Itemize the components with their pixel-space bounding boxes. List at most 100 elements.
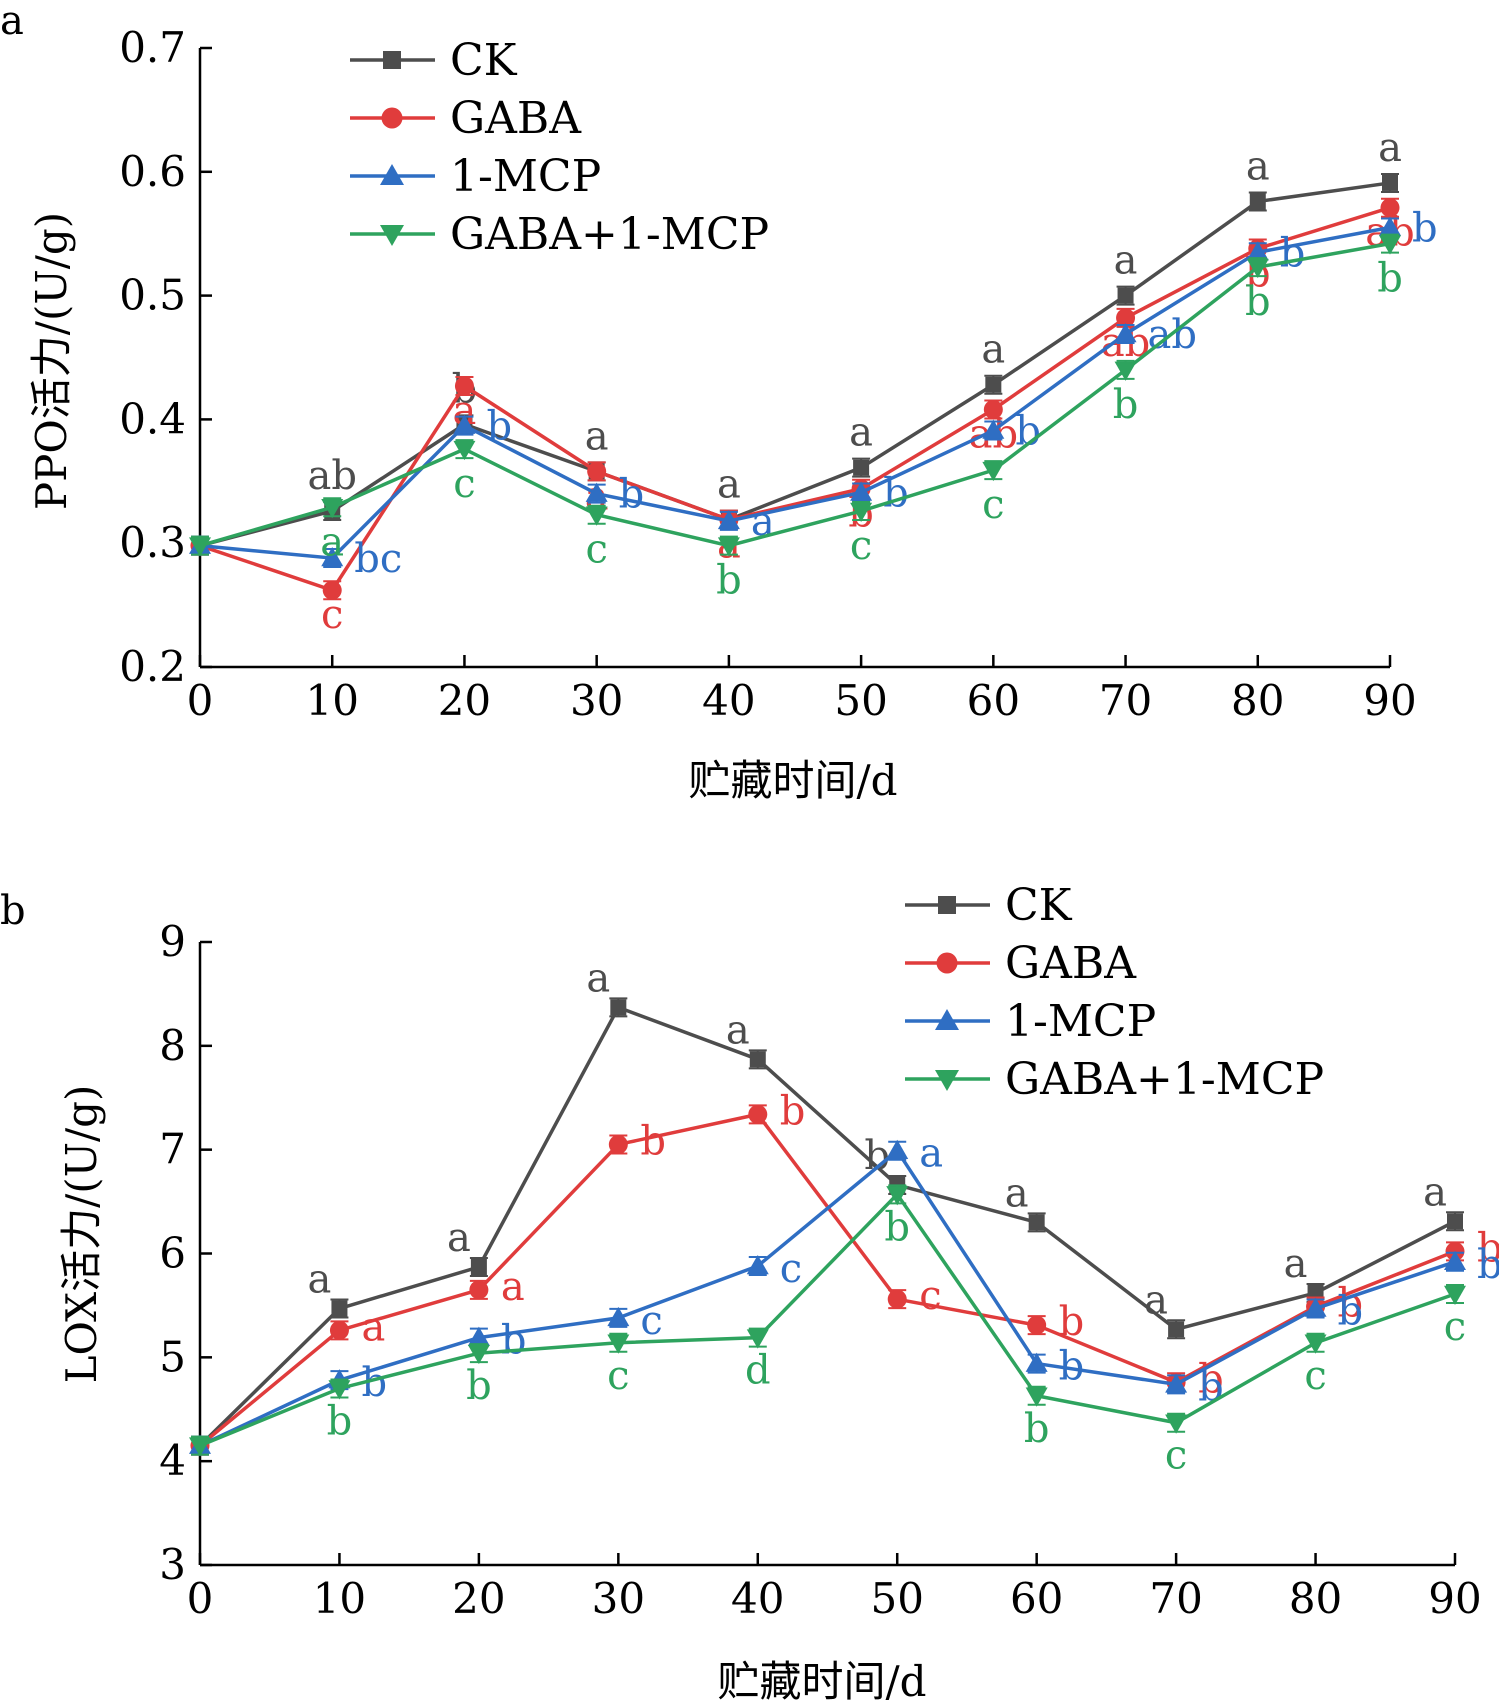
significance-label: d	[745, 1348, 771, 1394]
circle-marker	[1027, 1316, 1046, 1335]
significance-label: c	[585, 527, 607, 573]
significance-label: a	[1423, 1169, 1447, 1215]
significance-label: b	[1059, 1299, 1085, 1345]
circle-marker	[469, 1280, 488, 1299]
significance-label: b	[1113, 382, 1139, 428]
significance-label: b	[716, 558, 742, 604]
x-tick-label: 0	[187, 676, 214, 725]
series-1-mcp: bb ccab bbb	[189, 1131, 1499, 1455]
legend-item: GABA	[905, 938, 1137, 989]
significance-label: b	[640, 1118, 666, 1164]
series-line	[200, 1151, 1455, 1446]
legend-label: CK	[450, 35, 518, 86]
significance-label: b	[486, 404, 512, 450]
legend-label: GABA+1-MCP	[1005, 1054, 1324, 1105]
legend-item: CK	[350, 35, 518, 86]
significance-label: bc	[354, 536, 402, 582]
legend-item: 1-MCP	[350, 151, 601, 202]
significance-label: b	[1280, 230, 1306, 276]
significance-label: b	[1245, 279, 1271, 325]
y-tick-label: 6	[159, 1229, 186, 1278]
significance-label: b	[1024, 1406, 1050, 1452]
significance-label: b	[883, 470, 909, 516]
y-tick-label: 0.3	[119, 518, 186, 567]
significance-label: c	[321, 592, 343, 638]
y-tick-label: 7	[159, 1125, 186, 1174]
y-tick-label: 4	[159, 1436, 186, 1485]
circle-marker	[888, 1290, 907, 1309]
y-tick-label: 0.2	[119, 642, 186, 691]
significance-label: a	[1005, 1170, 1029, 1216]
square-marker	[383, 51, 401, 69]
square-marker	[750, 1051, 766, 1067]
significance-label: b	[327, 1398, 353, 1444]
x-tick-label: 30	[570, 676, 623, 725]
x-tick-label: 20	[452, 1574, 505, 1623]
significance-label: c	[607, 1353, 629, 1399]
significance-label: c	[1444, 1304, 1466, 1350]
significance-label: a	[919, 1131, 943, 1177]
square-marker	[1382, 175, 1398, 191]
significance-label: a	[1378, 125, 1402, 171]
panel-label: a	[0, 0, 24, 44]
significance-label: c	[919, 1273, 941, 1319]
series-line	[200, 183, 1390, 546]
significance-label: c	[453, 461, 475, 507]
legend: CK GABA 1-MCP GABA+1-MCP	[350, 35, 769, 260]
significance-label: a	[501, 1264, 525, 1310]
panel-label: b	[0, 888, 26, 934]
significance-label: b	[466, 1363, 492, 1409]
significance-label: ab	[307, 453, 356, 499]
square-marker	[853, 460, 869, 476]
circle-marker	[609, 1135, 628, 1154]
significance-label: a	[1246, 144, 1270, 190]
data-series: abbaaaaaaacaaabababbabbcbbabbabbbaccbccb…	[189, 125, 1438, 638]
significance-label: b	[1377, 256, 1403, 302]
square-marker	[1447, 1213, 1463, 1229]
x-tick-label: 10	[313, 1574, 366, 1623]
significance-label: b	[501, 1318, 527, 1364]
circle-marker	[382, 108, 403, 129]
square-marker	[938, 896, 956, 914]
significance-label: a	[981, 327, 1005, 373]
y-axis-label: LOX活力/(U/g)	[57, 1085, 106, 1384]
y-tick-label: 3	[159, 1540, 186, 1589]
y-tick-label: 0.5	[119, 271, 186, 320]
legend-label: GABA	[450, 93, 582, 144]
circle-marker	[937, 953, 958, 974]
significance-label: b	[1477, 1242, 1499, 1288]
x-tick-label: 50	[870, 1574, 923, 1623]
x-tick-label: 50	[834, 676, 887, 725]
significance-label: c	[1304, 1353, 1326, 1399]
square-marker	[610, 999, 626, 1015]
circle-marker	[748, 1105, 767, 1124]
square-marker	[1029, 1214, 1045, 1230]
series-line	[200, 208, 1390, 591]
x-tick-label: 60	[1010, 1574, 1063, 1623]
legend-label: GABA+1-MCP	[450, 209, 769, 260]
circle-marker	[330, 1321, 349, 1340]
y-tick-label: 0.4	[119, 394, 186, 443]
significance-label: a	[1114, 238, 1138, 284]
series-line	[200, 228, 1390, 559]
significance-label: c	[982, 482, 1004, 528]
significance-label: a	[320, 519, 344, 565]
significance-label: a	[447, 1215, 471, 1261]
ppo-chart-panel: a PPO活力/(U/g) 贮藏时间/d 0.20.30.40.50.60.70…	[0, 0, 1438, 805]
series-line	[200, 1114, 1455, 1445]
significance-label: b	[864, 1133, 890, 1179]
y-tick-label: 0.7	[119, 23, 186, 72]
square-marker	[471, 1259, 487, 1275]
legend-label: GABA	[1005, 938, 1137, 989]
significance-label: a	[1144, 1277, 1168, 1323]
significance-label: a	[585, 413, 609, 459]
significance-label: a	[361, 1304, 385, 1350]
significance-label: a	[726, 1007, 750, 1053]
significance-label: a	[586, 955, 610, 1001]
x-tick-label: 60	[967, 676, 1020, 725]
legend-item: CK	[905, 880, 1073, 931]
legend: CKGABA1-MCPGABA+1-MCP	[905, 880, 1324, 1105]
figure: a PPO活力/(U/g) 贮藏时间/d 0.20.30.40.50.60.70…	[0, 0, 1499, 1706]
significance-label: c	[780, 1246, 802, 1292]
y-tick-label: 0.6	[119, 147, 186, 196]
